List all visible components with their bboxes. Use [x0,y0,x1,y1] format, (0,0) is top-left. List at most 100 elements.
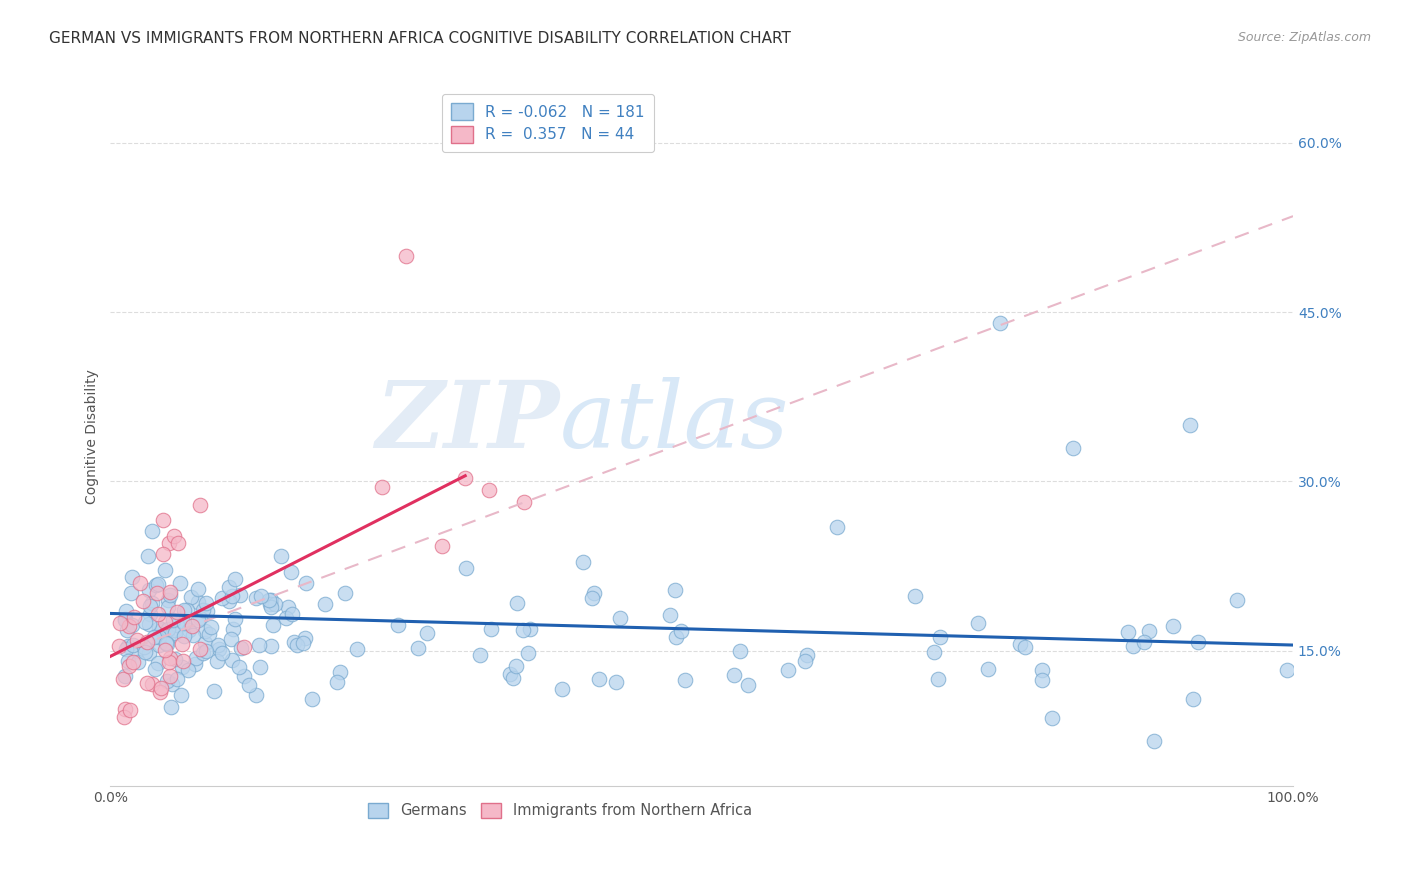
Point [572,555,595,569]
Point [221,653,243,667]
Point [283,634,305,648]
Point [454,561,477,575]
Point [259,598,281,612]
Point [274,610,297,624]
Point [479,622,502,636]
Point [208,642,231,657]
Point [259,599,281,614]
Point [281,607,304,622]
Point [157,593,180,607]
Point [146,586,169,600]
Point [118,618,141,632]
Point [141,677,163,691]
Point [157,623,180,637]
Point [118,659,141,673]
Point [1178,417,1201,432]
Point [387,617,409,632]
Point [737,678,759,692]
Point [120,702,142,716]
Point [170,614,193,628]
Point [108,615,131,630]
Point [156,637,179,651]
Point [232,669,254,683]
Point [134,645,156,659]
Point [129,575,152,590]
Point [187,613,209,627]
Point [136,549,159,563]
Point [221,589,243,603]
Point [115,623,138,637]
Point [224,573,246,587]
Point [157,535,180,549]
Point [333,585,356,599]
Point [162,613,184,627]
Point [172,654,194,668]
Point [198,627,221,641]
Point [170,660,193,674]
Point [796,648,818,663]
Point [135,634,157,648]
Point [132,640,155,654]
Point [138,583,160,598]
Point [658,607,681,622]
Point [195,604,218,618]
Point [669,624,692,639]
Point [454,471,477,485]
Point [148,656,170,670]
Point [219,632,242,646]
Point [245,591,267,605]
Point [125,633,148,648]
Point [117,654,139,668]
Point [294,632,316,646]
Point [159,650,181,665]
Point [188,611,211,625]
Point [314,598,336,612]
Point [148,577,170,591]
Point [122,610,145,624]
Point [581,591,603,606]
Point [166,605,188,619]
Point [114,613,136,627]
Point [260,640,283,654]
Point [664,582,686,597]
Point [134,615,156,630]
Point [259,593,281,607]
Point [114,612,136,626]
Point [728,643,751,657]
Point [207,638,229,652]
Point [395,249,418,263]
Point [249,660,271,674]
Point [166,618,188,632]
Point [155,563,177,577]
Point [181,619,204,633]
Point [193,646,215,660]
Point [112,710,135,724]
Point [502,672,524,686]
Point [1226,592,1249,607]
Point [157,655,180,669]
Point [195,643,218,657]
Point [152,547,174,561]
Point [169,575,191,590]
Point [988,317,1011,331]
Point [406,641,429,656]
Point [170,688,193,702]
Point [229,588,252,602]
Point [245,689,267,703]
Point [430,539,453,553]
Point [200,620,222,634]
Point [262,617,284,632]
Point [326,675,349,690]
Point [211,647,233,661]
Point [114,641,136,656]
Y-axis label: Cognitive Disability: Cognitive Disability [86,368,100,504]
Point [264,597,287,611]
Point [165,625,187,640]
Point [148,638,170,652]
Point [173,603,195,617]
Point [160,676,183,690]
Point [285,638,308,652]
Point [928,630,950,644]
Point [184,657,207,671]
Point [927,672,949,686]
